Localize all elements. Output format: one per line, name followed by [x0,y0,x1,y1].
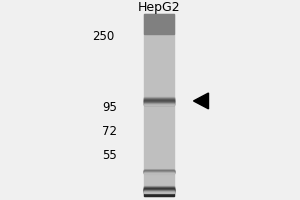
Bar [144,171,174,172]
Bar [144,188,174,189]
Bar [144,97,174,98]
Bar [144,171,174,172]
Bar [144,14,174,196]
Bar [144,187,174,188]
Bar [144,170,174,171]
Bar [144,104,174,105]
Bar [144,171,174,172]
Bar [144,188,174,189]
Bar [144,99,174,100]
Bar [144,190,174,191]
Bar [144,104,174,105]
Bar [144,103,174,104]
Bar [144,102,174,103]
Text: 55: 55 [102,149,117,162]
Bar [144,101,174,102]
Bar [144,172,174,173]
Bar [144,187,174,188]
Text: HepG2: HepG2 [138,1,180,14]
Bar [144,170,174,171]
Bar [144,171,174,172]
Bar [144,189,174,190]
Bar [144,191,174,192]
Bar [144,173,174,174]
Bar [144,190,174,191]
Bar [144,170,174,171]
Bar [144,191,174,192]
Bar [144,101,174,102]
Bar [144,97,174,98]
Bar [144,169,174,170]
Polygon shape [194,93,208,109]
Bar [144,14,174,34]
Text: 72: 72 [102,125,117,138]
Bar [144,189,174,190]
Bar [144,172,174,173]
Text: 250: 250 [92,30,114,43]
Bar [144,189,174,190]
Bar [144,100,174,101]
Text: 95: 95 [102,101,117,114]
Bar [144,192,174,193]
Bar [144,188,174,189]
Bar [144,98,174,99]
Bar [144,101,174,102]
Bar [144,99,174,100]
Bar [144,191,174,192]
Bar [144,98,174,99]
Bar [144,102,174,103]
Bar [144,99,174,100]
Bar [144,191,174,192]
Bar [144,187,174,188]
Bar [144,190,174,191]
Bar [144,103,174,104]
Bar [144,186,174,187]
Bar [144,170,174,171]
Bar [144,172,174,173]
Bar [144,189,174,190]
Bar [144,172,174,173]
Bar [144,171,174,172]
Bar [144,98,174,99]
Bar [144,103,174,104]
Bar [144,100,174,101]
Bar [144,104,174,105]
Bar [144,186,174,187]
Bar [144,170,174,171]
Bar [144,100,174,101]
Bar [144,190,174,191]
Bar [144,172,174,173]
Bar [144,188,174,196]
